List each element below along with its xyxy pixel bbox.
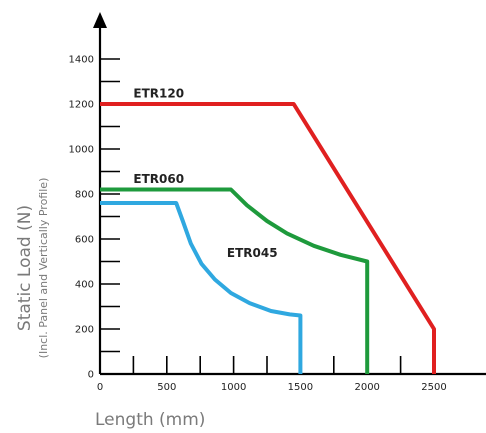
series-line-etr060 [100,190,367,375]
series-label-etr060: ETR060 [133,172,184,186]
y-tick-label: 1400 [69,55,94,66]
y-tick-label: 800 [75,190,94,201]
series-line-etr045 [100,203,300,374]
y-tick-label: 0 [88,370,94,381]
y-tick-labels: 0 200 400 600 800 1000 1200 1400 [69,55,94,381]
x-tick-label: 1500 [288,382,313,393]
x-tick-label: 500 [157,382,176,393]
y-tick-label: 1200 [69,100,94,111]
x-tick-label: 2500 [421,382,446,393]
series-labels: ETR120 ETR060 ETR045 [133,86,277,260]
x-tick-label: 1000 [221,382,246,393]
series-line-etr120 [100,104,434,374]
y-axis-label: Static Load (N) [15,205,35,331]
y-axis-sublabel: (Incl. Panel and Vertically Profile) [37,178,50,359]
y-tick-label: 1000 [69,145,94,156]
x-ticks [133,356,434,374]
y-tick-label: 600 [75,235,94,246]
series-group [100,104,434,374]
series-label-etr045: ETR045 [227,246,278,260]
x-axis-label: Length (mm) [95,410,205,430]
y-tick-label: 400 [75,280,94,291]
axes [93,12,486,381]
y-tick-label: 200 [75,325,94,336]
y-axis-arrow [93,12,107,28]
x-tick-label: 0 [97,382,103,393]
x-tick-labels: 0 500 1000 1500 2000 2500 [97,382,447,393]
x-tick-label: 2000 [354,382,379,393]
series-label-etr120: ETR120 [133,86,184,100]
